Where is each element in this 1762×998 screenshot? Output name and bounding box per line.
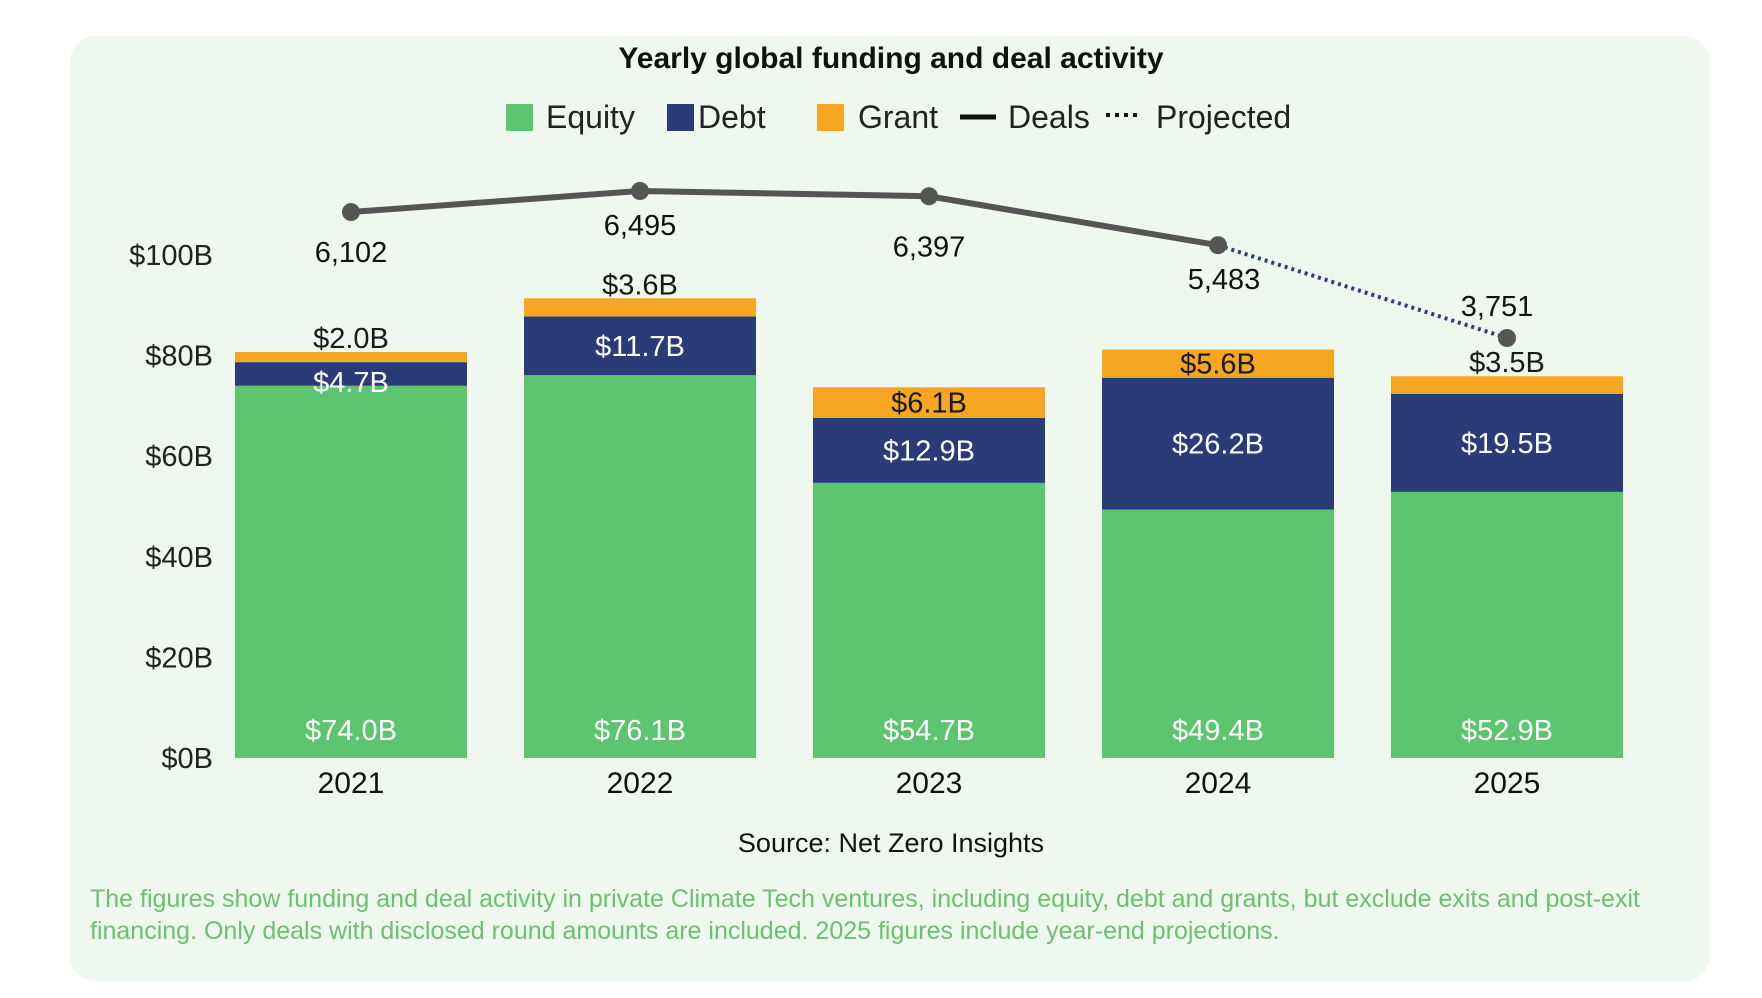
data-label-equity: $74.0B [305, 715, 397, 747]
deals-point [1209, 236, 1227, 255]
legend-debt-swatch [667, 104, 694, 131]
deals-label: 6,495 [604, 210, 677, 242]
data-label-debt: $4.7B [313, 367, 389, 399]
legend-equity: Equity [506, 99, 635, 135]
deals-point [631, 182, 649, 200]
y-tick-label: $20B [145, 642, 213, 674]
legend-deals-label: Deals [1008, 99, 1090, 135]
bar-equity-2025 [1391, 491, 1623, 758]
legend-projected-label: Projected [1156, 99, 1291, 135]
x-tick-label: 2023 [896, 767, 963, 800]
data-label-equity: $54.7B [883, 715, 975, 747]
y-tick-label: $60B [145, 441, 213, 473]
legend-projected: Projected [1106, 99, 1291, 135]
chart-source: Source: Net Zero Insights [738, 828, 1044, 858]
data-label-grant: $6.1B [891, 388, 967, 420]
legend-equity-label: Equity [546, 99, 635, 135]
bar-equity-2023 [813, 482, 1045, 758]
bar-debt-2024 [1102, 377, 1334, 510]
bar-grant-2021 [235, 352, 467, 363]
bar-debt-2023 [813, 417, 1045, 483]
deals-label: 6,397 [893, 231, 966, 263]
deals-label: 5,483 [1188, 264, 1261, 296]
bar-debt-2021 [235, 362, 467, 386]
deals-line [350, 188, 1219, 249]
legend-deals: Deals [960, 99, 1090, 135]
deals-point [1498, 329, 1516, 347]
data-label-equity: $52.9B [1461, 715, 1553, 747]
bar-equity-2024 [1102, 509, 1334, 758]
bar-grant-2025 [1391, 376, 1623, 394]
x-tick-label: 2022 [607, 767, 674, 800]
deals-line-layer: 6,102 6,495 6,397 5,483 3,751 [315, 182, 1534, 347]
x-tick-label: 2024 [1185, 767, 1252, 800]
bar-grant-2024 [1102, 349, 1334, 378]
y-tick-label: $40B [145, 542, 213, 574]
deals-label: 6,102 [315, 237, 388, 269]
y-tick-label: $100B [129, 240, 213, 272]
data-label-grant: $3.5B [1469, 347, 1545, 379]
y-axis: $0B $20B $40B $60B $80B $100B [129, 240, 213, 775]
deals-point [920, 187, 938, 206]
bar-grant-2023 [813, 387, 1045, 418]
data-label-debt: $26.2B [1172, 429, 1264, 461]
chart-caption: The figures show funding and deal activi… [90, 885, 1640, 945]
data-label-equity: $76.1B [594, 715, 686, 747]
x-tick-label: 2025 [1474, 767, 1541, 800]
bar-equity-2021 [235, 385, 467, 758]
deals-label: 3,751 [1461, 291, 1534, 323]
chart-title: Yearly global funding and deal activity [618, 42, 1163, 75]
data-label-grant: $2.0B [313, 323, 389, 355]
legend-debt: Debt [667, 99, 766, 135]
bar-debt-2022 [524, 316, 756, 376]
legend-grant-label: Grant [858, 99, 938, 135]
legend-equity-swatch [506, 104, 533, 131]
data-label-debt: $12.9B [883, 435, 975, 467]
bar-equity-2022 [524, 375, 756, 758]
legend-grant-swatch [817, 104, 844, 131]
data-label-grant: $5.6B [1180, 349, 1256, 381]
x-tick-label: 2021 [318, 767, 385, 800]
data-label-debt: $19.5B [1461, 428, 1553, 460]
data-label-equity: $49.4B [1172, 715, 1264, 747]
legend-grant: Grant [817, 99, 938, 135]
legend-debt-label: Debt [698, 99, 766, 135]
x-axis: 2021 2022 2023 2024 2025 [318, 767, 1541, 800]
y-tick-label: $0B [161, 743, 213, 775]
data-label-grant: $3.6B [602, 269, 678, 301]
data-label-debt: $11.7B [595, 331, 685, 363]
deals-point [342, 203, 360, 222]
bar-debt-2025 [1391, 393, 1623, 492]
bar-grant-2022 [524, 298, 756, 317]
y-tick-label: $80B [145, 341, 213, 373]
bars: $74.0B $4.7B $2.0B $76.1B $11.7B $3.6B $54.7B $… [235, 269, 1623, 758]
deals-projected-line [1217, 243, 1508, 340]
legend: Equity Debt Grant Deals Projected [506, 99, 1291, 135]
